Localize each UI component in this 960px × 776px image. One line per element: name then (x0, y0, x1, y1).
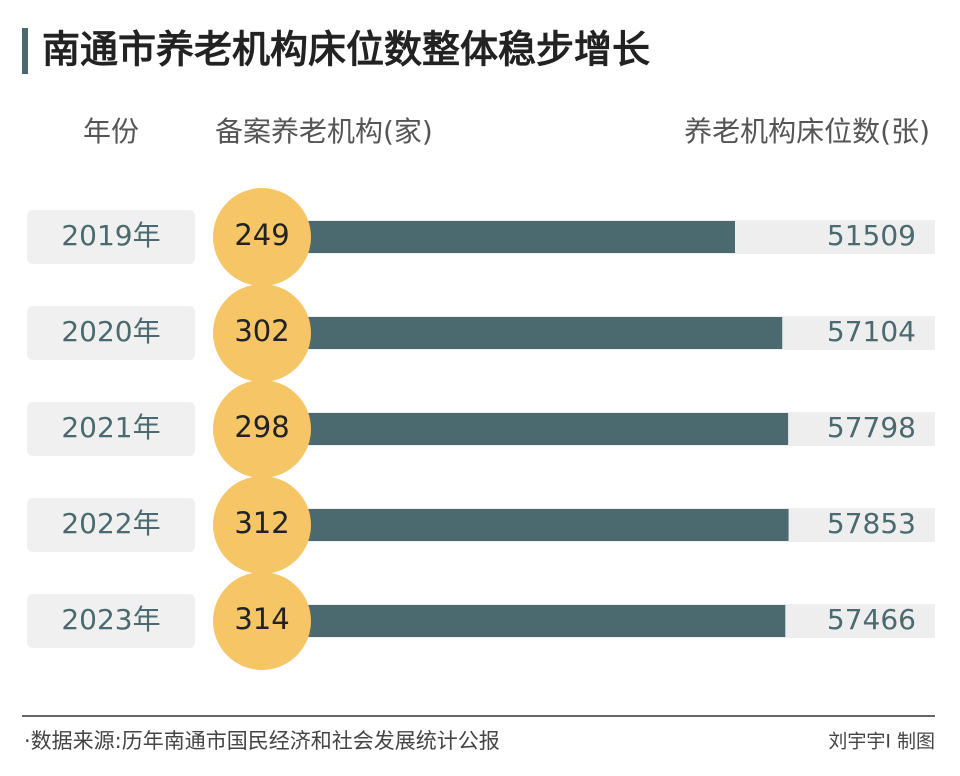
value-label: 57104 (827, 315, 916, 348)
bar (300, 413, 789, 445)
value-label: 51509 (827, 219, 916, 252)
count-label: 249 (234, 218, 289, 252)
category-box (27, 402, 195, 456)
count-circle (213, 476, 311, 574)
count-label: 302 (234, 314, 289, 348)
count-label: 298 (234, 410, 289, 444)
count-circle (213, 572, 311, 670)
chart-title: 南通市养老机构床位数整体稳步增长 (42, 28, 650, 72)
series-header: 养老机构床位数(张) (684, 115, 930, 148)
value-label: 57853 (827, 507, 916, 540)
count-circle (213, 380, 311, 478)
category-header: 年份 (83, 115, 139, 148)
value-label: 57466 (827, 603, 916, 636)
bar (300, 317, 783, 349)
credit: 刘宇宇I 制图 (828, 731, 935, 753)
source: ·数据来源:历年南通市国民经济和社会发展统计公报 (24, 729, 500, 753)
count-label: 312 (234, 506, 289, 540)
category-label: 2019年 (61, 219, 160, 252)
title-accent (22, 28, 28, 74)
category-box (27, 594, 195, 648)
bar (300, 509, 789, 541)
count-label: 314 (234, 602, 289, 636)
count-circle (213, 188, 311, 286)
bar (300, 221, 735, 253)
category-label: 2020年 (61, 315, 160, 348)
category-label: 2021年 (61, 411, 160, 444)
category-label: 2023年 (61, 603, 160, 636)
category-box (27, 210, 195, 264)
series-header: 备案养老机构(家) (215, 115, 433, 148)
category-label: 2022年 (61, 507, 160, 540)
count-circle (213, 284, 311, 382)
bar (300, 605, 786, 637)
category-box (27, 306, 195, 360)
value-label: 57798 (827, 411, 916, 444)
category-box (27, 498, 195, 552)
